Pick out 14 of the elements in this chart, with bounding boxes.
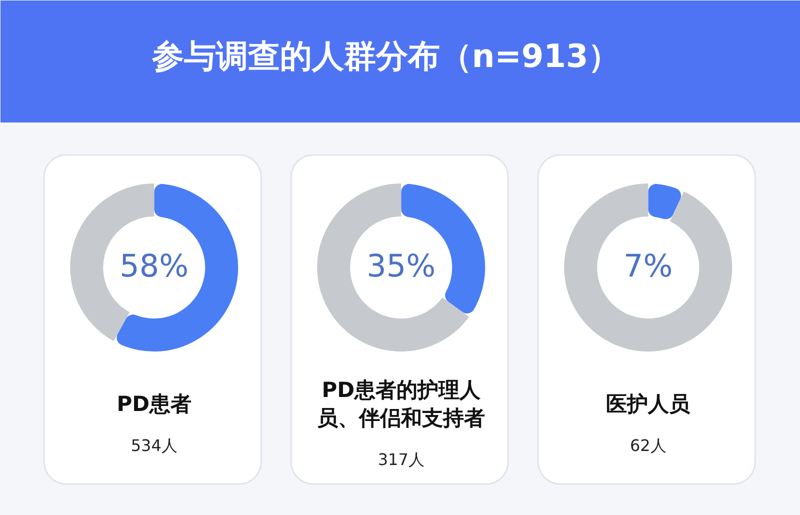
text: PD患者 [116,392,192,416]
donut-slice [317,184,470,352]
donut-slice [116,184,238,352]
data-label: 7% [624,248,673,284]
data-label: 35% [366,248,436,284]
text: 62人 [630,436,666,455]
text: 317人 [378,450,424,469]
donut-slice [564,184,732,352]
text: 医护人员 [606,392,692,416]
text: PD患者的护理人员、伴侣和支持者 [317,378,486,430]
data-label: 58% [120,248,189,284]
text: 参与调查的人群分布（n=913） [150,37,620,75]
donut-slice [648,184,682,220]
text: 534人 [130,436,178,455]
